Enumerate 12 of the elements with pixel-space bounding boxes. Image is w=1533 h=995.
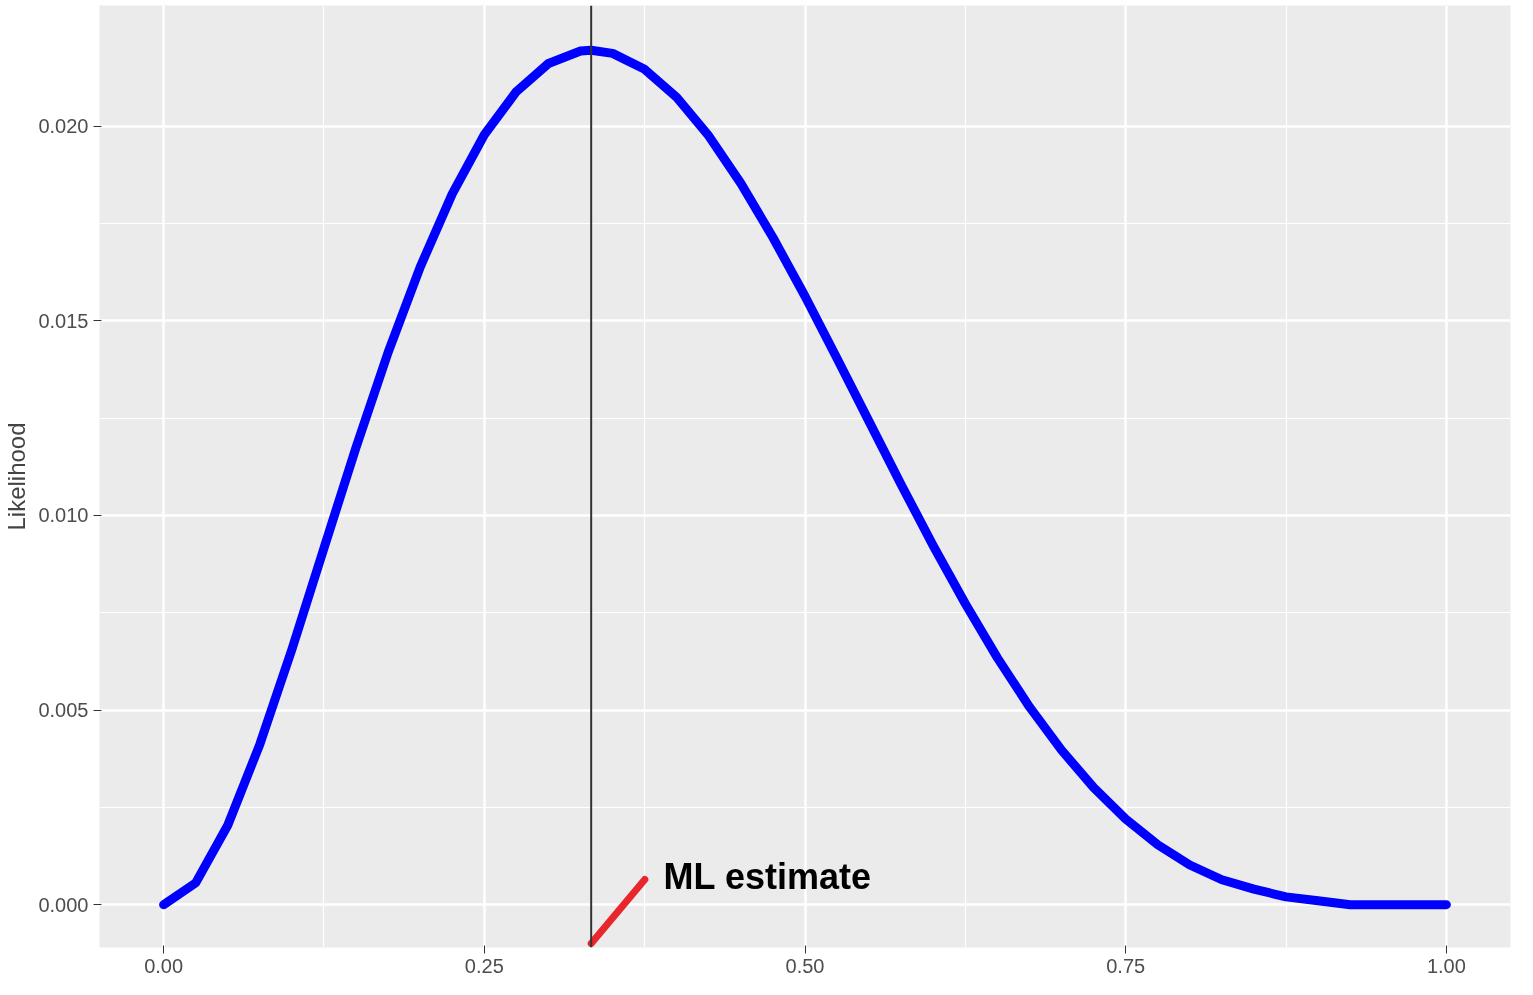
y-tick-label: 0.020 [38,115,89,138]
x-tick-label: 1.00 [1426,954,1466,977]
y-tick-label: 0.015 [38,309,89,332]
y-tick-label: 0.005 [38,699,89,722]
x-tick-label: 0.75 [1106,954,1146,977]
annotation: ML estimate [663,855,871,897]
x-tick-label: 0.25 [464,954,504,977]
y-axis-title: Likelihood [3,422,31,531]
x-tick-label: 0.50 [785,954,825,977]
y-tick-label: 0.000 [38,893,89,916]
x-tick-label: 0.00 [144,954,184,977]
y-tick-label: 0.010 [38,504,89,527]
